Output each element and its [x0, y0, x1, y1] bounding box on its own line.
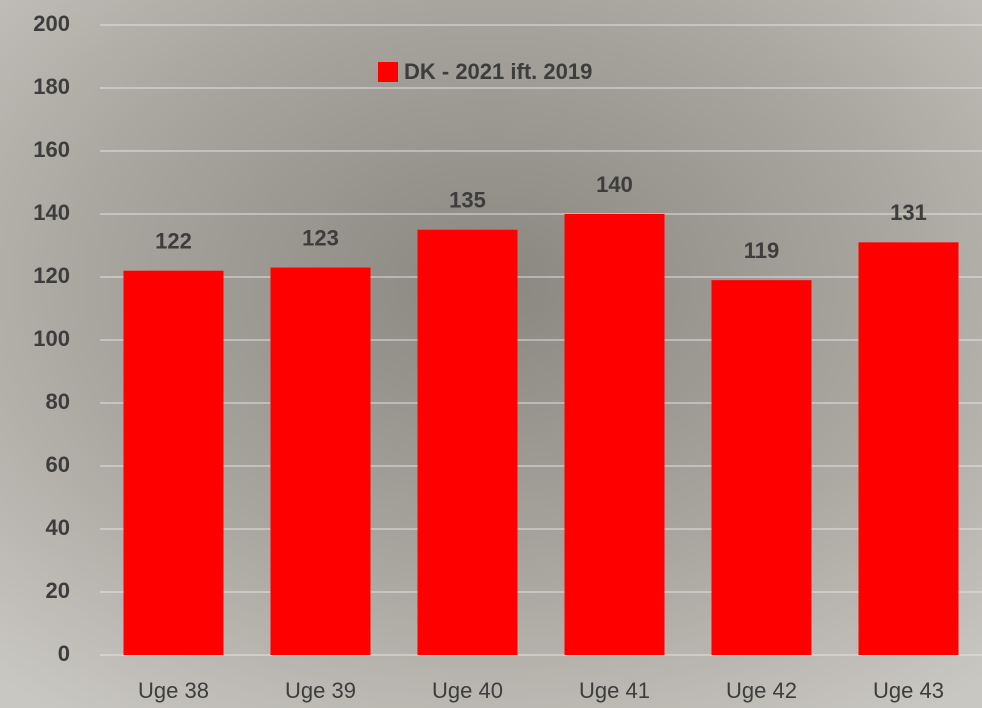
y-tick-label: 40	[46, 515, 70, 540]
x-tick-label: Uge 40	[432, 678, 503, 703]
data-label: 123	[302, 225, 339, 250]
bar	[859, 242, 959, 655]
bar	[124, 271, 224, 655]
legend-swatch	[378, 62, 398, 82]
data-label: 140	[596, 172, 633, 197]
legend-label: DK - 2021 ift. 2019	[404, 59, 592, 84]
y-tick-label: 100	[33, 326, 70, 351]
y-tick-label: 160	[33, 137, 70, 162]
y-tick-label: 20	[46, 578, 70, 603]
y-tick-label: 200	[33, 11, 70, 36]
data-label: 131	[890, 200, 927, 225]
y-tick-label: 180	[33, 74, 70, 99]
bar	[418, 230, 518, 655]
x-tick-label: Uge 43	[873, 678, 944, 703]
x-tick-label: Uge 41	[579, 678, 650, 703]
bar	[565, 214, 665, 655]
x-tick-label: Uge 38	[138, 678, 209, 703]
data-label: 119	[744, 238, 780, 263]
bar	[712, 280, 812, 655]
x-tick-label: Uge 42	[726, 678, 797, 703]
chart: 0 20 40 60 80 100 120 140 160 180 200 Uge 38 Uge 39 U…	[0, 0, 982, 708]
y-tick-label: 120	[33, 263, 70, 288]
data-label: 135	[449, 188, 486, 213]
y-tick-label: 0	[58, 641, 70, 666]
bar	[271, 268, 371, 655]
y-tick-label: 140	[33, 200, 70, 225]
legend: DK - 2021 ift. 2019	[378, 59, 592, 84]
data-label: 122	[155, 229, 192, 254]
page: 0 20 40 60 80 100 120 140 160 180 200 Uge 38 Uge 39 U…	[0, 0, 982, 708]
y-tick-label: 80	[46, 389, 70, 414]
x-tick-label: Uge 39	[285, 678, 356, 703]
y-tick-label: 60	[46, 452, 70, 477]
